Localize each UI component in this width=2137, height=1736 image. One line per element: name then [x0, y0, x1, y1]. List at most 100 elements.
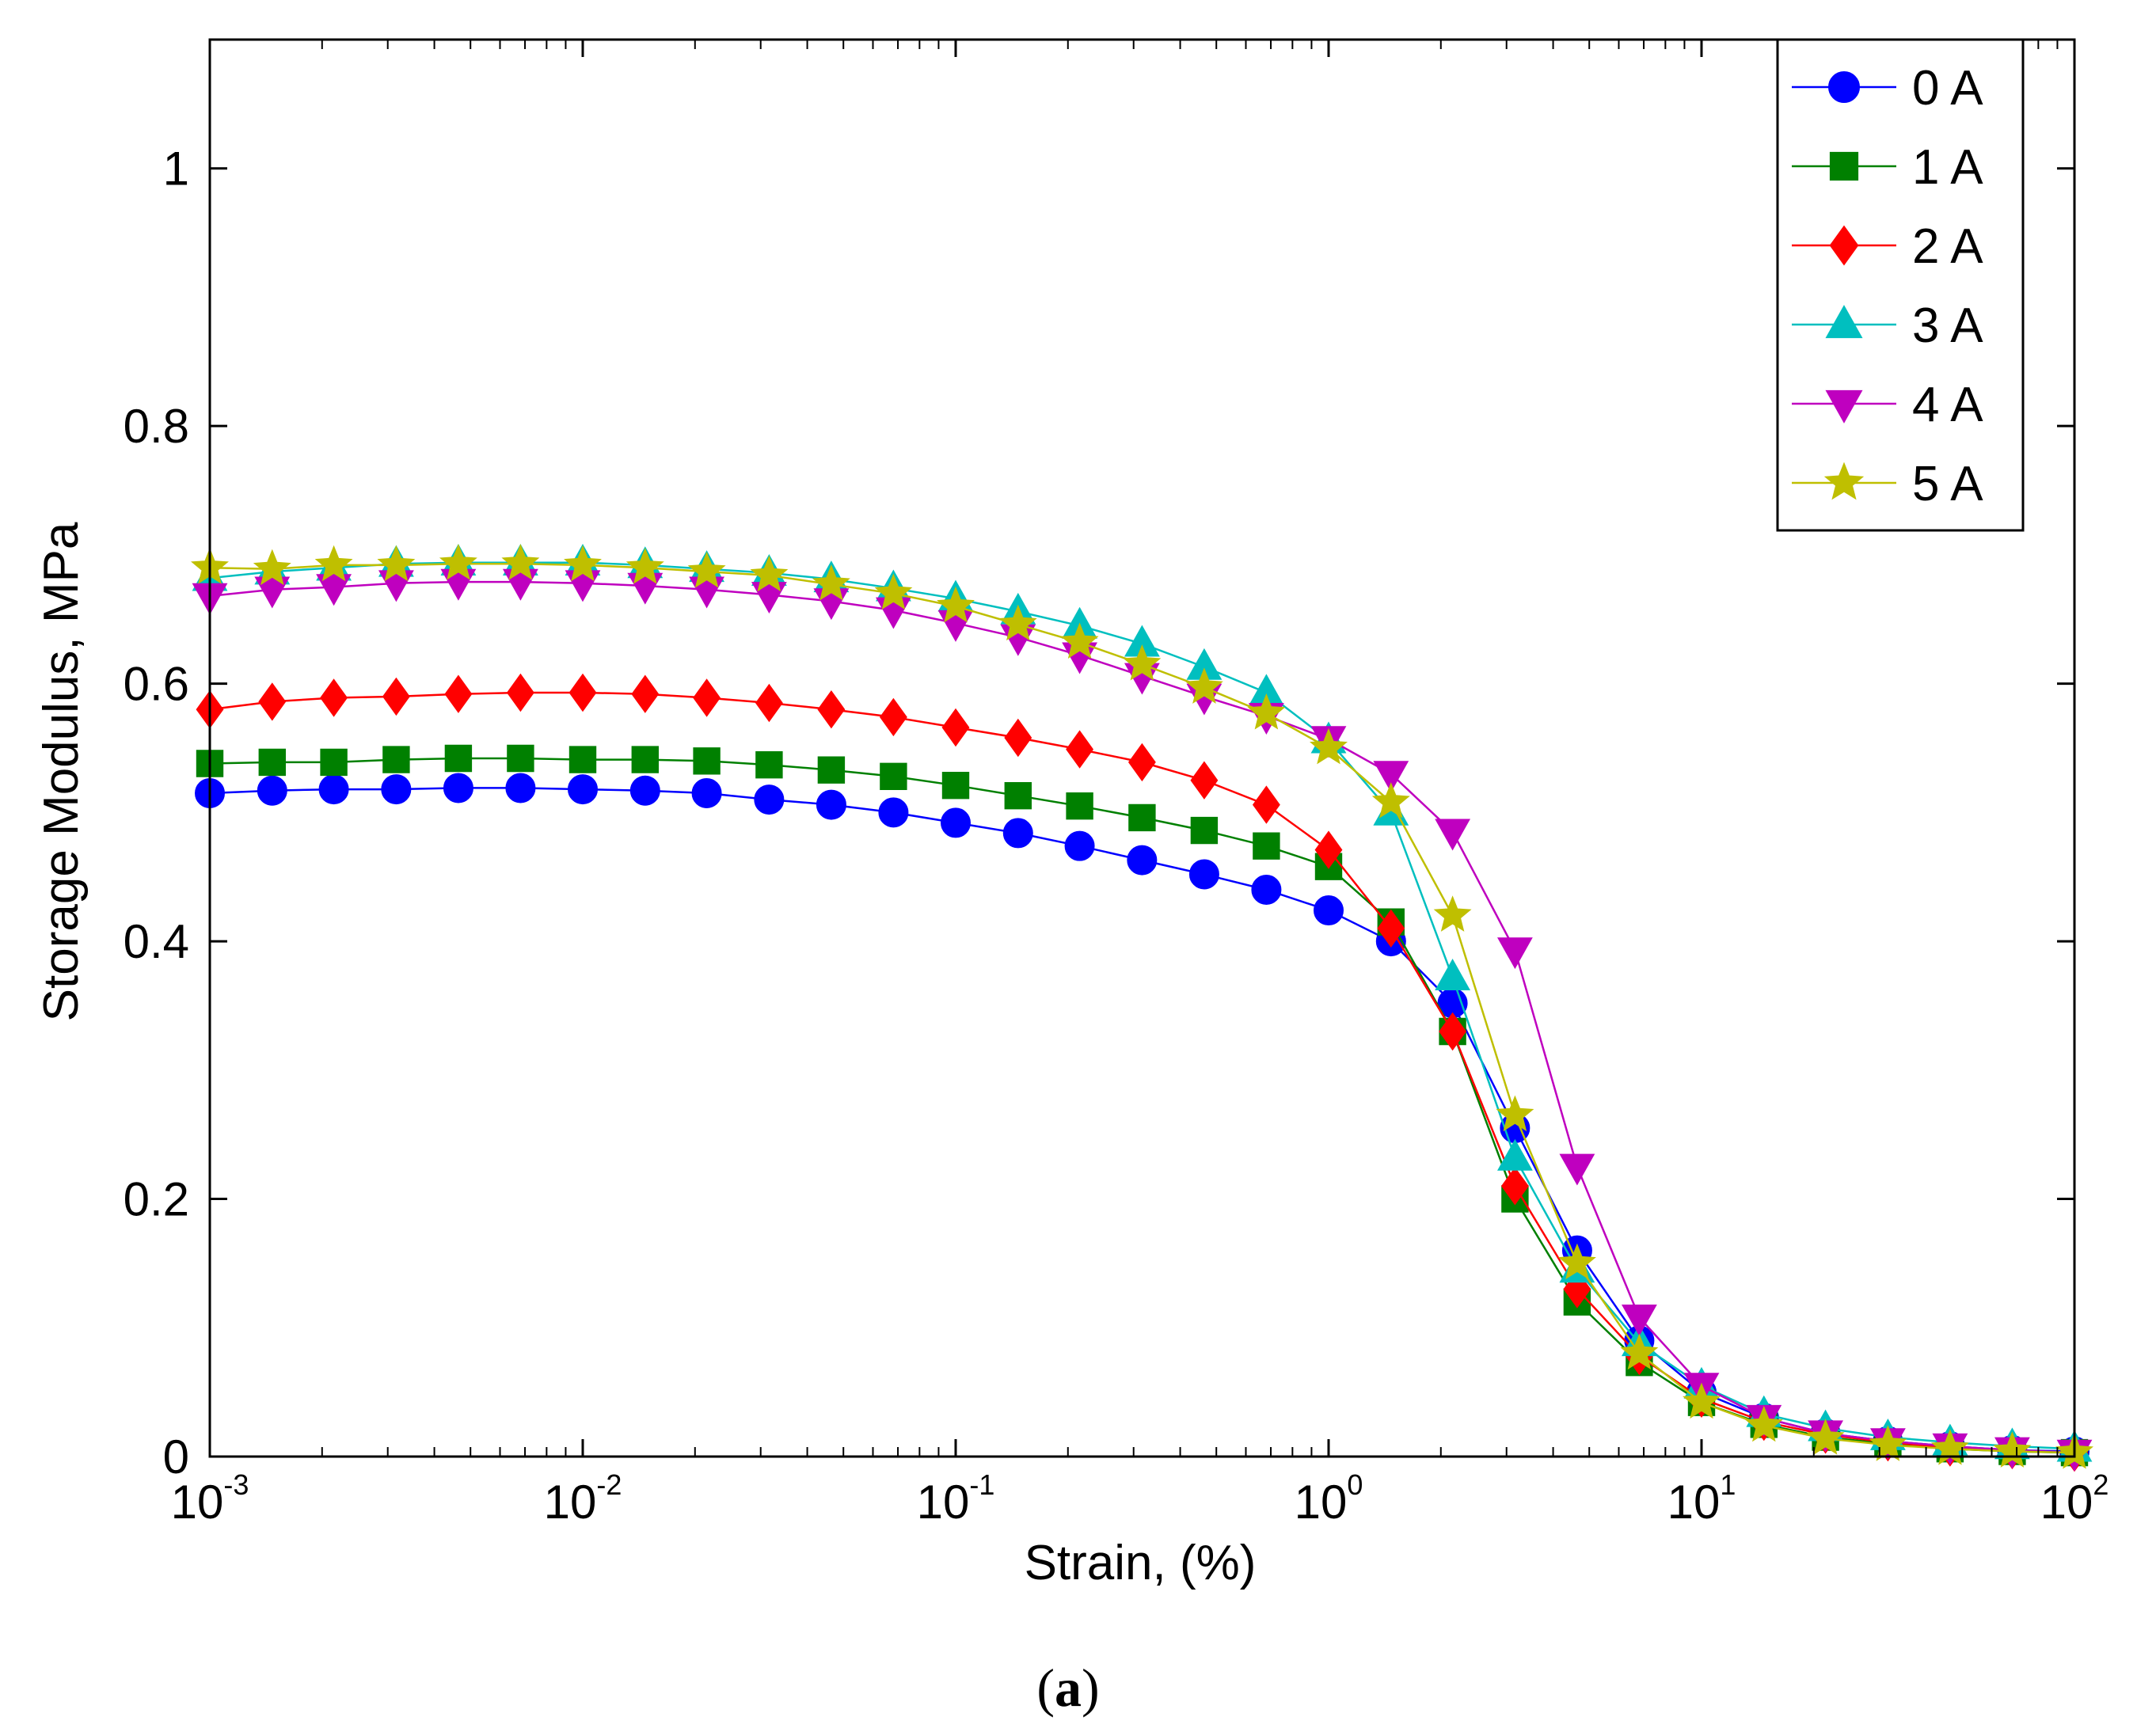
legend-marker: [1829, 151, 1859, 181]
legend-entry: 0 A: [1792, 61, 1983, 116]
data-point: [629, 775, 660, 806]
data-point: [937, 586, 975, 623]
legend-marker: [1825, 389, 1863, 424]
data-point: [1188, 859, 1219, 890]
legend-marker: [1823, 462, 1865, 500]
data-point: [626, 548, 664, 584]
data-point: [377, 545, 416, 582]
data-point: [258, 682, 287, 721]
legend-label: 3 A: [1912, 298, 1983, 353]
data-point: [381, 774, 412, 805]
x-tick-exponent: -1: [969, 1468, 994, 1501]
legend: 0 A 1 A 2 A 3 A 4 A 5 A: [1776, 38, 2025, 532]
data-point: [880, 762, 907, 790]
x-tick-exponent: 0: [1347, 1468, 1363, 1501]
data-point: [1128, 803, 1156, 832]
x-tick-base: 10: [2040, 1476, 2093, 1529]
x-tick-base: 10: [1667, 1476, 1721, 1529]
data-point: [320, 748, 348, 777]
x-tick-label: 100: [1295, 1468, 1363, 1529]
x-tick-base: 10: [171, 1476, 224, 1529]
data-point: [816, 789, 846, 820]
x-tick-base: 10: [917, 1476, 970, 1529]
data-point: [506, 673, 534, 712]
data-point: [1435, 959, 1471, 990]
data-point: [505, 773, 536, 803]
data-point: [507, 744, 534, 773]
data-point: [941, 708, 970, 747]
data-point: [631, 674, 660, 713]
data-point: [1184, 667, 1223, 704]
data-point: [1620, 1333, 1659, 1370]
data-point: [1190, 761, 1219, 800]
data-point: [1190, 816, 1219, 845]
data-point: [501, 544, 540, 580]
data-point: [382, 746, 410, 773]
data-point: [318, 774, 349, 805]
data-point: [755, 751, 783, 779]
data-point: [878, 797, 909, 828]
data-point: [998, 604, 1037, 641]
data-point: [1004, 782, 1032, 810]
x-tick-label: 10-1: [917, 1468, 995, 1529]
data-point: [1060, 622, 1099, 659]
data-point: [1127, 845, 1158, 876]
data-point: [874, 573, 913, 610]
data-point: [1557, 1243, 1596, 1280]
legend-box: [1776, 38, 2025, 532]
data-point: [879, 697, 907, 737]
legend-marker: [1828, 71, 1860, 103]
data-point: [320, 678, 348, 717]
data-point: [1314, 830, 1343, 869]
data-point: [1496, 1095, 1534, 1132]
data-point: [1993, 1431, 2032, 1468]
data-point: [812, 564, 850, 601]
legend-entry: 1 A: [1792, 140, 1983, 195]
data-point: [1744, 1405, 1783, 1442]
x-tick-exponent: 1: [1720, 1468, 1736, 1501]
x-axis-title: Strain, (%): [1025, 1536, 1257, 1590]
data-point: [1683, 1382, 1721, 1419]
x-tick-label: 10-2: [544, 1468, 622, 1529]
data-point: [316, 574, 352, 606]
data-point: [691, 777, 722, 808]
data-point: [1373, 761, 1409, 793]
data-point: [1127, 743, 1156, 782]
data-point: [1002, 818, 1033, 849]
data-point: [754, 784, 785, 815]
data-point: [941, 772, 970, 800]
legend-label: 0 A: [1912, 61, 1983, 116]
x-tick-exponent: 2: [2093, 1468, 2108, 1501]
data-point: [1496, 937, 1533, 970]
data-point: [817, 689, 846, 729]
series-5a: [191, 544, 2093, 1469]
data-point: [631, 746, 659, 773]
x-tick-base: 10: [544, 1476, 597, 1529]
x-tick-exponent: -2: [596, 1468, 622, 1501]
data-point: [564, 545, 602, 582]
data-point: [253, 549, 291, 586]
caption-open-paren: (: [1036, 1658, 1055, 1718]
data-point: [1314, 895, 1344, 926]
data-point: [1066, 730, 1094, 769]
data-point: [439, 544, 477, 580]
data-point: [1559, 1153, 1595, 1186]
data-point: [1435, 819, 1471, 851]
caption-letter: a: [1055, 1658, 1082, 1718]
data-point: [444, 744, 473, 773]
legend-marker: [1825, 305, 1863, 339]
legend-entry: 2 A: [1792, 219, 1983, 274]
y-tick-label: 0.6: [124, 658, 189, 711]
data-point: [443, 773, 473, 803]
data-point: [1496, 1138, 1533, 1171]
data-point: [1433, 895, 1472, 932]
data-point: [1500, 1167, 1529, 1206]
data-point: [1064, 830, 1095, 861]
data-point: [1066, 792, 1093, 820]
data-point: [568, 746, 597, 773]
data-point: [1310, 727, 1348, 765]
data-point: [1123, 644, 1162, 681]
legend-label: 1 A: [1912, 140, 1983, 195]
caption-close-paren: ): [1082, 1658, 1100, 1718]
